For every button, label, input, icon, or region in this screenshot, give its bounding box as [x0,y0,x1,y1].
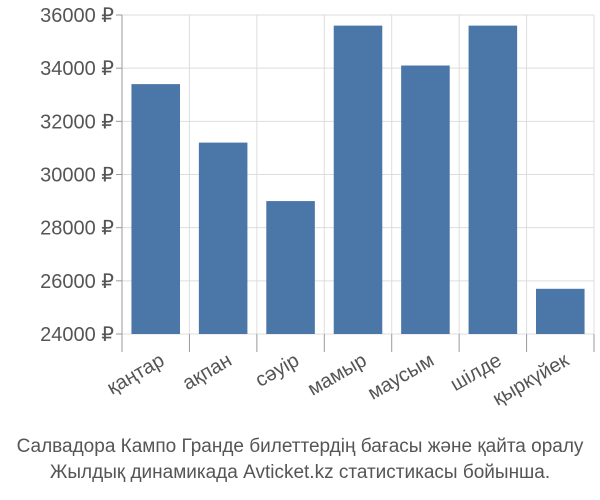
y-tick-label: 30000 ₽ [40,165,114,187]
bar-3 [266,201,315,334]
x-category-label: маусым [364,349,438,404]
bar-1 [131,84,180,334]
y-tick-labels: 24000 ₽ 26000 ₽ 28000 ₽ 30000 ₽ 32000 ₽ 34000… [40,5,114,346]
x-category-label: сәуір [252,349,303,391]
y-tick-label: 36000 ₽ [40,5,114,27]
bars [131,25,585,335]
x-category-label: қыркүйек [489,349,573,410]
y-tick-label: 34000 ₽ [40,58,114,80]
chart-caption-line-2: Жылдық динамикада Avticket.kz статистика… [49,462,551,483]
x-category-label: мамыр [304,349,371,400]
bar-5 [401,65,450,334]
x-category-label: қаңтар [103,349,168,399]
bar-2 [198,142,248,334]
y-tick-label: 32000 ₽ [40,111,114,133]
bar-chart: 24000 ₽ 26000 ₽ 28000 ₽ 30000 ₽ 32000 ₽ 34000… [40,5,595,410]
y-tick-label: 24000 ₽ [40,324,114,346]
bar-4 [333,25,383,335]
y-tick-label: 26000 ₽ [40,271,114,293]
bar-7 [536,288,585,334]
bar-6 [468,25,518,335]
x-category-label: ақпан [179,349,236,394]
axes [116,14,595,352]
y-tick-label: 28000 ₽ [40,218,114,240]
chart-caption-line-1: Салвадора Кампо Гранде билеттердің бағас… [16,436,584,457]
